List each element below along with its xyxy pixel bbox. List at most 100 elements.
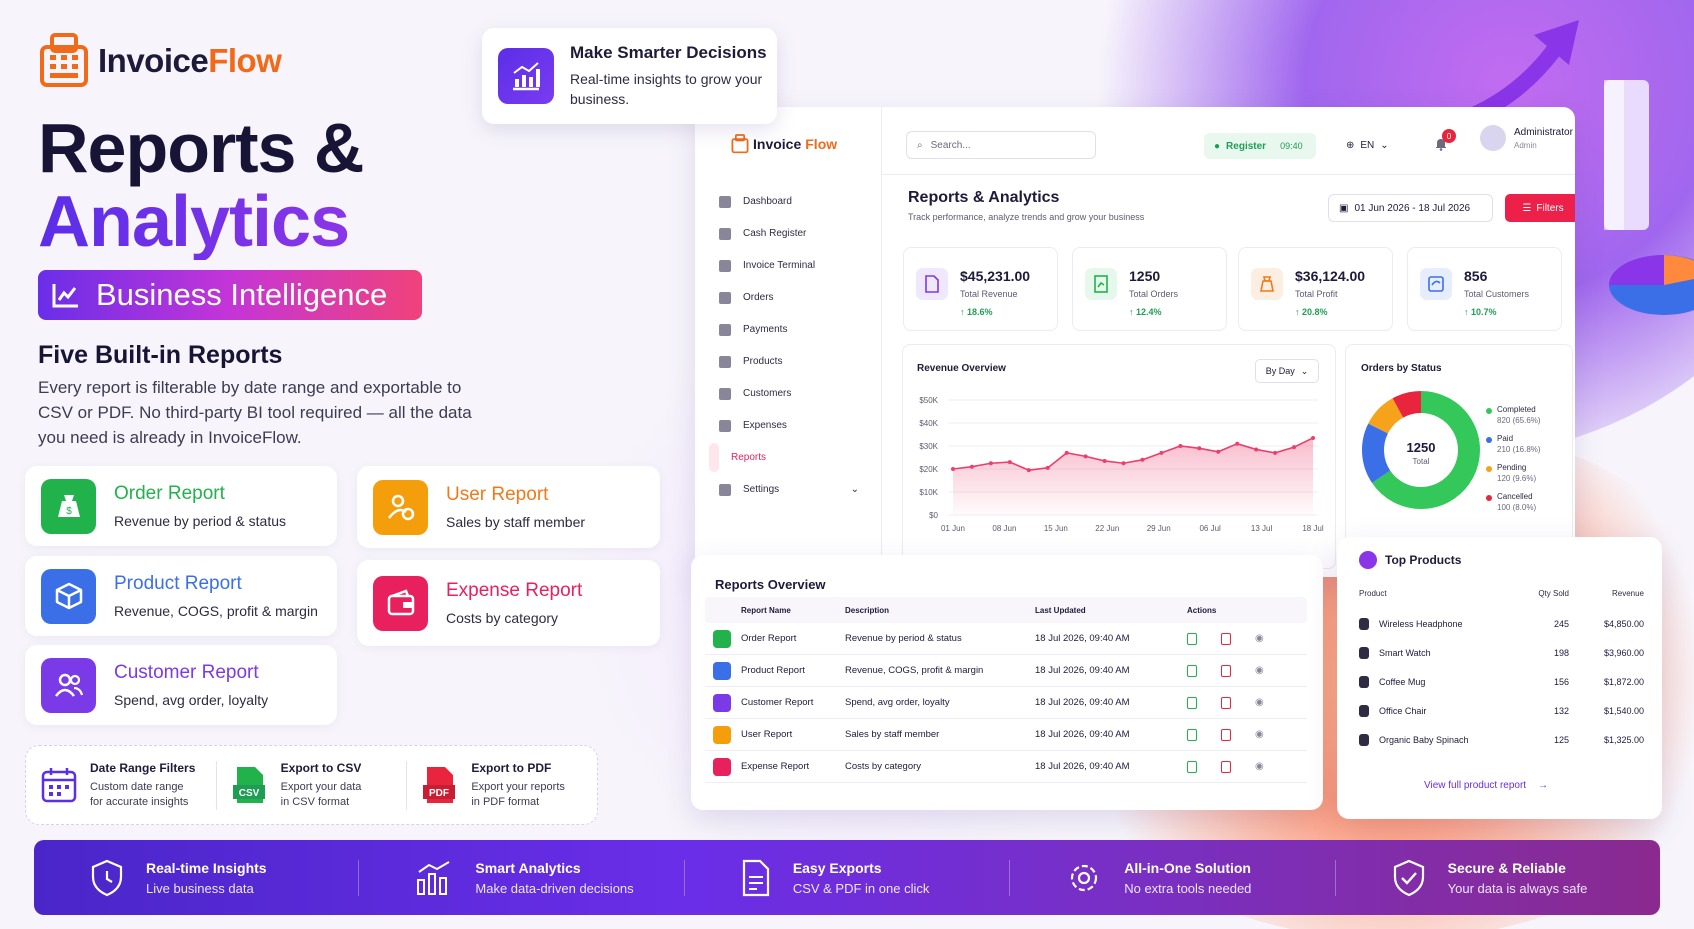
report-card-user[interactable]: User Report Sales by staff member [357, 466, 660, 548]
nav-label: Customers [743, 388, 792, 399]
product-row[interactable]: Smart Watch 198 $3,960.00 [1359, 642, 1644, 664]
column-header: Description [845, 605, 890, 615]
table-row[interactable]: User Report Sales by staff member 18 Jul… [705, 719, 1307, 751]
document-dollar-icon [916, 268, 948, 300]
product-qty: 156 [1553, 677, 1569, 687]
row-actions: ◉ [1187, 728, 1307, 741]
csv-download-icon[interactable] [1187, 632, 1197, 645]
eye-icon[interactable]: ◉ [1255, 728, 1264, 740]
table-row[interactable]: Customer Report Spend, avg order, loyalt… [705, 687, 1307, 719]
top-products-card: Top Products Product Qty Sold Revenue Wire… [1337, 537, 1662, 819]
sidebar-item-expenses[interactable]: Expenses [709, 411, 869, 440]
report-card-customer[interactable]: Customer Report Spend, avg order, loyalty [25, 645, 337, 725]
user-menu[interactable]: Administrator Admin [1480, 125, 1573, 151]
legend-item: Completed 820 (65.6%) [1486, 405, 1541, 425]
by-day-select[interactable]: By Day ⌄ [1255, 359, 1319, 383]
report-card-order[interactable]: $ Order Report Revenue by period & status [25, 466, 337, 546]
eye-icon[interactable]: ◉ [1255, 632, 1264, 644]
notification-bell[interactable]: 0 [1434, 129, 1456, 151]
smarter-decisions-callout: Make Smarter Decisions Real-time insights… [482, 28, 777, 124]
pdf-download-icon[interactable] [1221, 760, 1231, 773]
analytics-icon [498, 48, 554, 104]
x-tick-label: 08 Jun [992, 524, 1016, 533]
sidebar-item-products[interactable]: Products [709, 347, 869, 376]
column-header: Product [1359, 589, 1387, 598]
legend-value: 210 (16.8%) [1497, 445, 1541, 454]
csv-download-icon[interactable] [1187, 728, 1197, 741]
sidebar-item-dashboard[interactable]: Dashboard [709, 187, 869, 216]
csv-download-icon[interactable] [1187, 760, 1197, 773]
csv-download-icon[interactable] [1187, 664, 1197, 677]
date-range-label: 01 Jun 2026 - 18 Jul 2026 [1354, 202, 1471, 214]
sidebar-item-customers[interactable]: Customers [709, 379, 869, 408]
csv-download-icon[interactable] [1187, 696, 1197, 709]
pdf-download-icon[interactable] [1221, 728, 1231, 741]
sidebar-item-reports[interactable]: Reports [709, 443, 766, 472]
product-name-cell: Office Chair [1359, 705, 1499, 717]
svg-text:CSV: CSV [238, 788, 259, 799]
orders-donut-chart: 1250 Total [1362, 391, 1480, 509]
customers-icon [719, 387, 731, 400]
legend-dot [1486, 466, 1492, 472]
feature-desc: Custom date range [90, 780, 184, 793]
hero-title-line1: Reports & [38, 109, 364, 187]
report-card-expense[interactable]: Expense Report Costs by category [357, 560, 660, 646]
donut-slice-cancelled [1392, 391, 1422, 418]
sidebar-item-cash-register[interactable]: Cash Register [709, 219, 869, 248]
product-row[interactable]: Organic Baby Spinach 125 $1,325.00 [1359, 729, 1644, 751]
feature-export-pdf: PDF Export to PDF Export your reports in P… [407, 761, 597, 810]
eye-icon[interactable]: ◉ [1255, 760, 1264, 772]
eye-icon[interactable]: ◉ [1255, 696, 1264, 708]
table-row[interactable]: Expense Report Costs by category 18 Jul … [705, 751, 1307, 783]
arrow-right-icon: → [1538, 780, 1549, 791]
business-intelligence-badge: Business Intelligence [38, 270, 422, 320]
date-range-picker[interactable]: ▣ 01 Jun 2026 - 18 Jul 2026 [1328, 194, 1493, 222]
nav-label: Dashboard [743, 196, 792, 207]
report-card-product[interactable]: Product Report Revenue, COGS, profit & ma… [25, 556, 337, 636]
language-select[interactable]: ⊕ EN ⌄ [1346, 140, 1389, 151]
pdf-download-icon[interactable] [1221, 632, 1231, 645]
reports-table: Report Name Description Last Updated Act… [705, 597, 1307, 783]
user-name: Administrator [1514, 126, 1573, 138]
donut-slice-pending [1368, 398, 1404, 434]
report-desc: Revenue, COGS, profit & margin [845, 665, 984, 676]
table-header: Report Name Description Last Updated Act… [705, 597, 1307, 623]
sidebar: Invoice Flow Dashboard Cash Register Invo… [695, 107, 882, 577]
product-name: Coffee Mug [1379, 677, 1426, 687]
sidebar-item-settings[interactable]: Settings ⌄ [709, 475, 869, 504]
sidebar-logo: Invoice Flow [731, 134, 837, 154]
pdf-download-icon[interactable] [1221, 696, 1231, 709]
money-bag-icon [1251, 268, 1283, 300]
donut-total-label: Total [1413, 457, 1430, 466]
revenue-chart: $0 $10K $20K $30K $40K $50K 01 Jun 08 Jun 15 Jun… [919, 396, 1324, 533]
sidebar-item-payments[interactable]: Payments [709, 315, 869, 344]
legend-value: 100 (8.0%) [1497, 503, 1537, 512]
by-day-label: By Day [1265, 366, 1295, 376]
filters-button[interactable]: ☰ Filters [1505, 194, 1575, 222]
revenue-area [953, 437, 1313, 515]
reports-overview-title: Reports Overview [715, 577, 826, 592]
sidebar-item-invoice-terminal[interactable]: Invoice Terminal [709, 251, 869, 280]
product-row[interactable]: Office Chair 132 $1,540.00 [1359, 700, 1644, 722]
view-full-report-link[interactable]: View full product report → [1424, 780, 1548, 791]
y-tick-label: $10K [919, 488, 938, 497]
benefit-realtime: Real-time Insights Live business data [34, 859, 360, 896]
product-qty: 125 [1553, 735, 1569, 745]
product-row[interactable]: Wireless Headphone 245 $4,850.00 [1359, 613, 1644, 635]
table-row[interactable]: Order Report Revenue by period & status … [705, 623, 1307, 655]
sidebar-item-orders[interactable]: Orders [709, 283, 869, 312]
register-status[interactable]: ● Register 09:40 [1204, 133, 1316, 159]
product-row[interactable]: Coffee Mug 156 $1,872.00 [1359, 671, 1644, 693]
revenue-point [1064, 450, 1069, 455]
card-title: Product Report [114, 573, 242, 594]
revenue-point [1292, 445, 1297, 450]
benefit-desc: CSV & PDF in one click [792, 880, 930, 896]
revenue-point [1159, 450, 1164, 455]
pdf-download-icon[interactable] [1221, 664, 1231, 677]
search-input[interactable]: ⌕ Search... [906, 131, 1096, 159]
table-row[interactable]: Product Report Revenue, COGS, profit & m… [705, 655, 1307, 687]
stat-change: ↑ 10.7% [1464, 307, 1497, 317]
benefit-analytics: Smart Analytics Make data-driven decision… [359, 859, 685, 896]
product-name: Office Chair [1379, 706, 1427, 716]
eye-icon[interactable]: ◉ [1255, 664, 1264, 676]
